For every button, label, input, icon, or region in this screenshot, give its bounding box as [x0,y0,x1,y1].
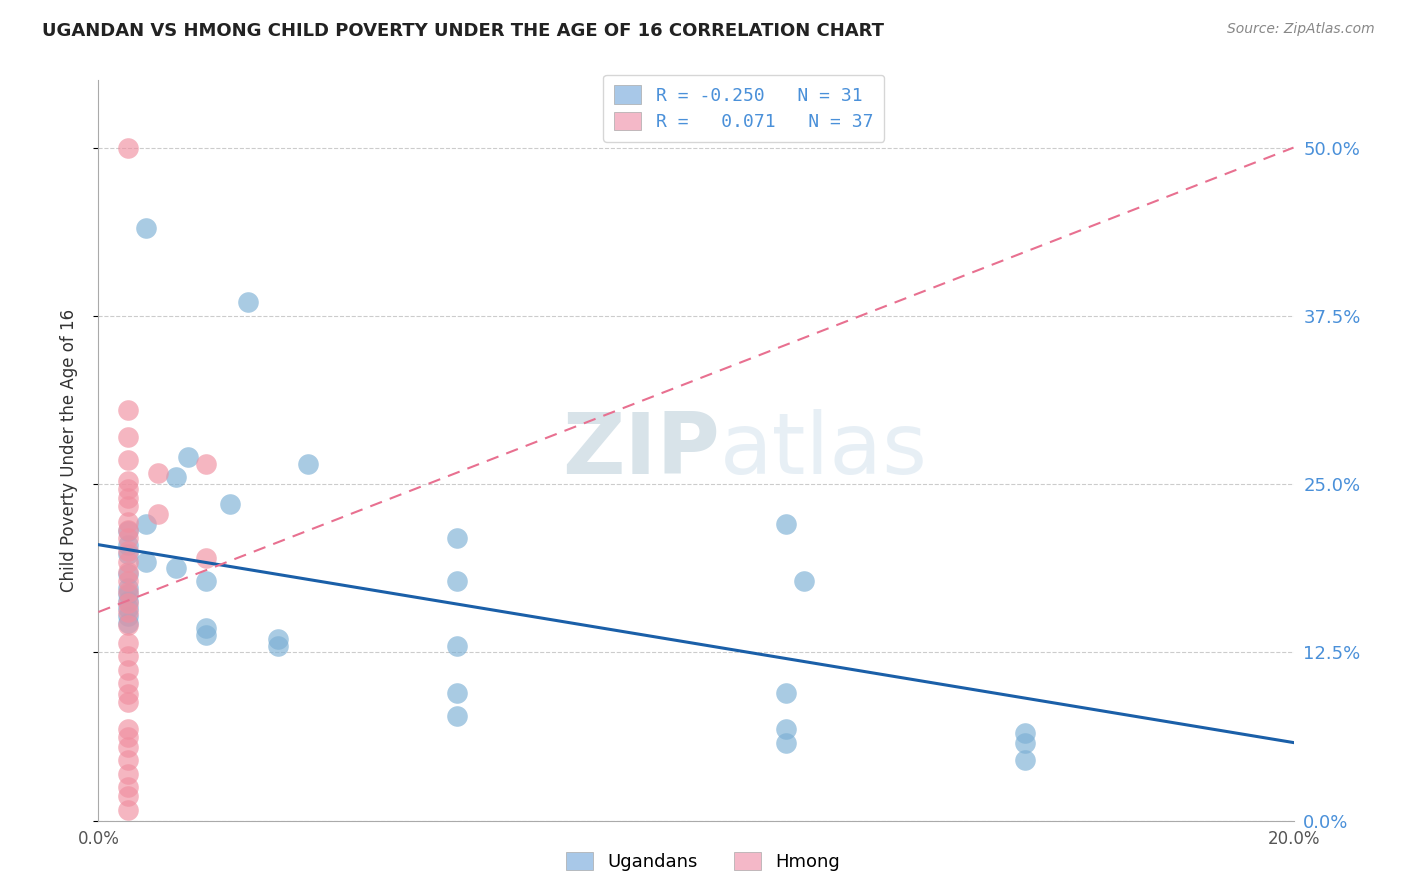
Point [117,483,139,497]
Point [775,517,797,532]
Point [195,457,218,471]
Point [117,453,139,467]
Text: atlas: atlas [720,409,928,492]
Point [135,555,157,569]
Point [117,565,139,579]
Point [793,574,815,588]
Point [117,555,139,569]
Point [117,676,139,690]
Point [165,470,187,484]
Text: ZIP: ZIP [562,409,720,492]
Point [297,457,319,471]
Point [117,499,139,513]
Point [148,507,170,521]
Point [165,560,187,574]
Point [775,722,797,736]
Point [117,789,139,804]
Point [446,531,468,545]
Point [1014,735,1036,749]
Point [117,609,139,624]
Point [117,687,139,701]
Point [117,730,139,744]
Point [195,551,218,566]
Point [117,605,139,619]
Point [267,639,290,653]
Point [117,618,139,632]
Point [117,523,139,537]
Point [117,403,139,417]
Point [117,663,139,677]
Point [117,574,139,588]
Point [117,780,139,794]
Point [117,567,139,582]
Point [117,601,139,615]
Point [446,708,468,723]
Point [775,735,797,749]
Point [117,722,139,736]
Point [195,574,218,588]
Point [117,547,139,561]
Point [117,584,139,599]
Point [219,497,242,511]
Point [135,517,157,532]
Text: UGANDAN VS HMONG CHILD POVERTY UNDER THE AGE OF 16 CORRELATION CHART: UGANDAN VS HMONG CHILD POVERTY UNDER THE… [42,22,884,40]
Point [117,753,139,767]
Point [775,686,797,700]
Point [195,628,218,642]
Point [117,515,139,529]
Point [117,766,139,780]
Y-axis label: Child Poverty Under the Age of 16: Child Poverty Under the Age of 16 [59,309,77,592]
Legend: R = -0.250   N = 31, R =   0.071   N = 37: R = -0.250 N = 31, R = 0.071 N = 37 [603,75,884,142]
Point [148,467,170,481]
Point [117,430,139,444]
Point [117,491,139,505]
Point [117,615,139,630]
Point [117,803,139,817]
Point [117,581,139,595]
Point [446,639,468,653]
Point [117,587,139,601]
Point [117,596,139,610]
Point [1014,753,1036,767]
Point [446,574,468,588]
Point [117,140,139,154]
Point [117,649,139,664]
Point [117,544,139,558]
Point [117,475,139,489]
Point [117,636,139,650]
Point [117,695,139,709]
Text: Source: ZipAtlas.com: Source: ZipAtlas.com [1227,22,1375,37]
Point [117,594,139,608]
Point [117,524,139,539]
Point [267,632,290,646]
Point [236,295,259,310]
Point [195,621,218,635]
Point [1014,726,1036,740]
Point [177,450,200,465]
Point [117,739,139,754]
Legend: Ugandans, Hmong: Ugandans, Hmong [558,845,848,879]
Point [135,221,157,235]
Point [117,531,139,545]
Point [446,686,468,700]
Point [117,538,139,552]
